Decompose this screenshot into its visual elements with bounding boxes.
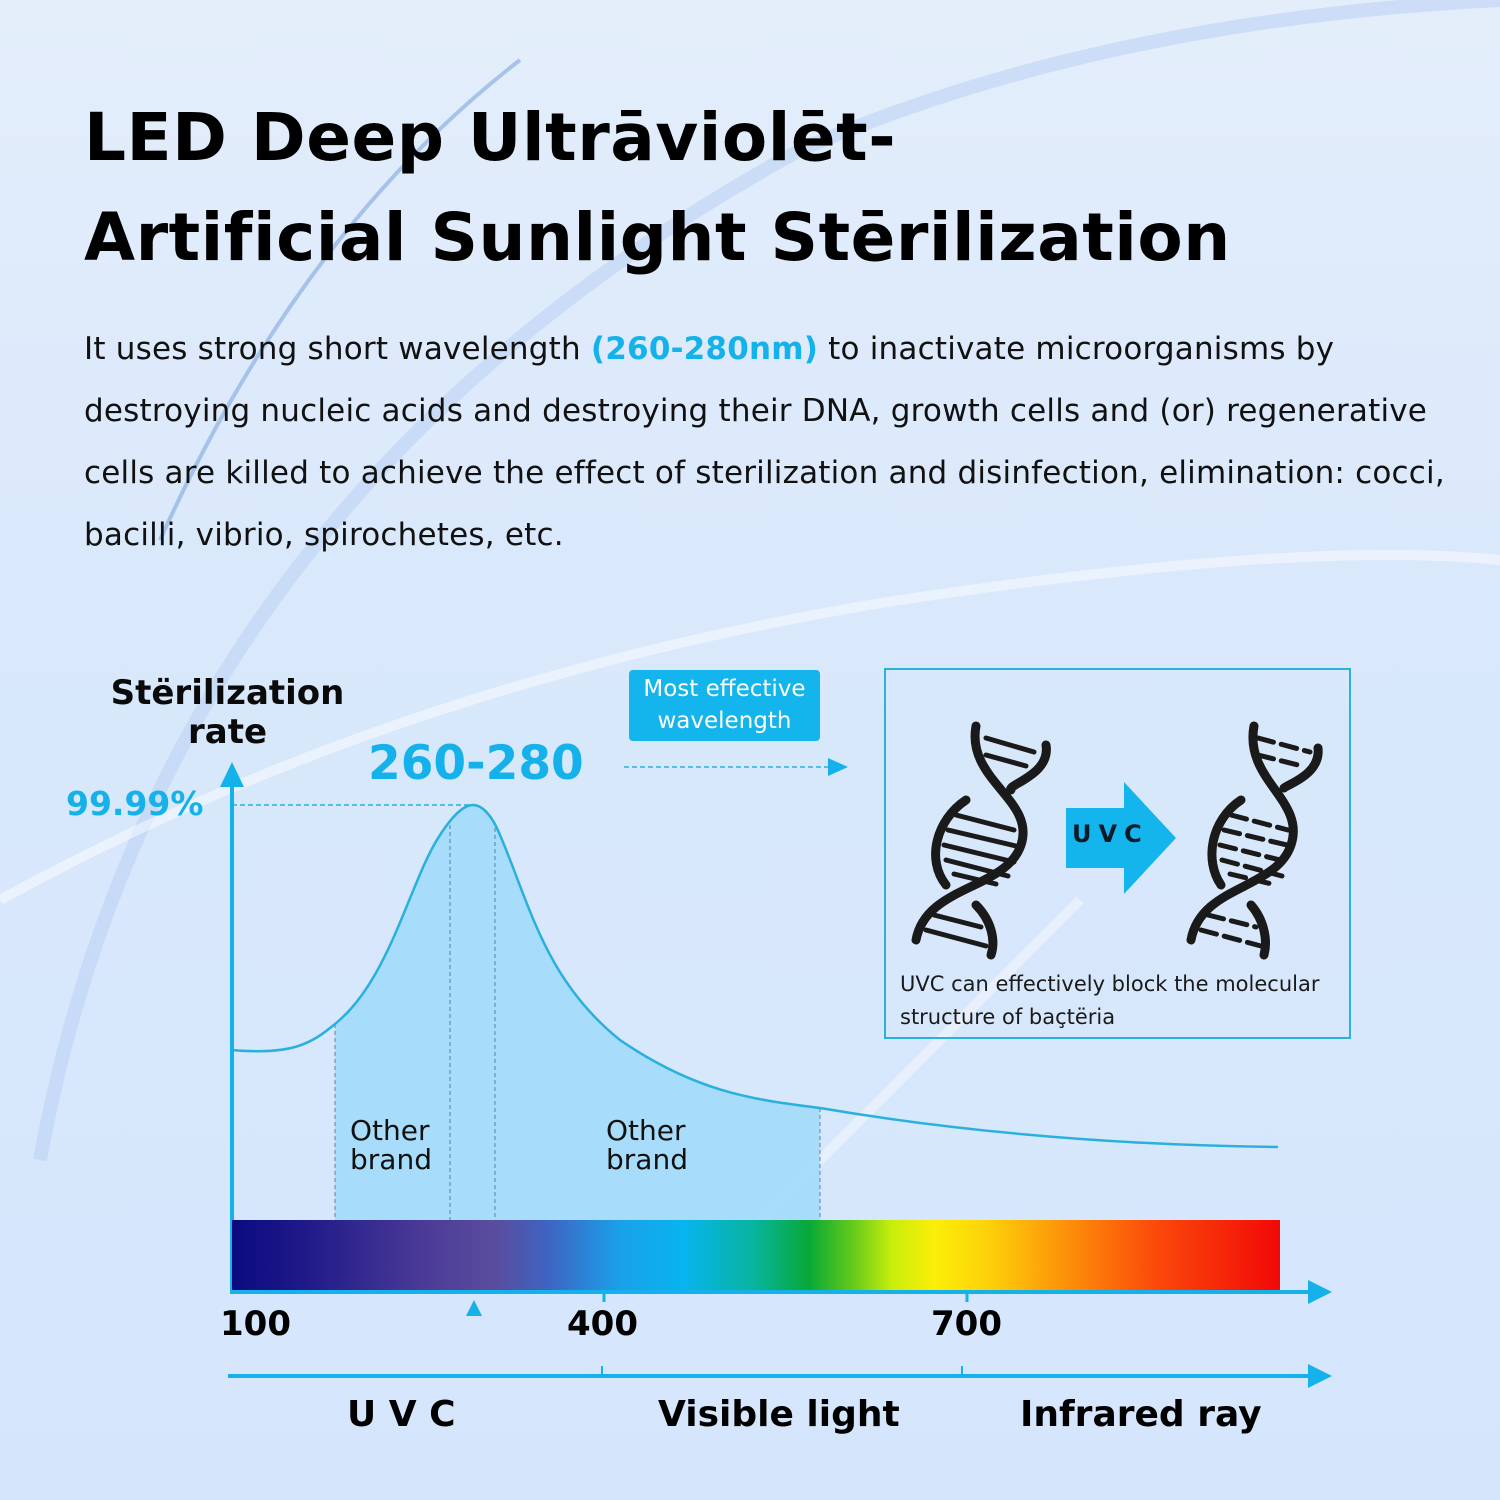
x-tick-700: 700 xyxy=(931,1304,1002,1344)
most-effective-callout: Most effective wavelength xyxy=(629,670,820,741)
callout-line-1: Most effective xyxy=(643,676,806,702)
band-infrared-label: Infrared ray xyxy=(1020,1394,1262,1435)
peak-marker-icon xyxy=(466,1300,482,1316)
y-max-label: 99.99% xyxy=(66,784,204,823)
dna-intact-icon xyxy=(911,721,1051,960)
intro-text-after: to inactivate microorganisms by destroyi… xyxy=(84,331,1445,553)
y-axis-title: Stërilization rate xyxy=(100,674,355,752)
callout-line-2: wavelength xyxy=(657,708,792,734)
dna-damaged-icon xyxy=(1186,721,1323,960)
x-tick-400: 400 xyxy=(567,1304,638,1344)
other-brand-right-label: Other brand xyxy=(606,1116,688,1174)
brand-left-line-1: Other xyxy=(350,1114,430,1147)
dna-caption: UVC can effectively block the molecular … xyxy=(900,968,1340,1034)
title-line-2: Artificial Sunlight Stērilization xyxy=(84,199,1231,276)
y-axis-title-line-2: rate xyxy=(187,712,268,752)
sterilization-curve xyxy=(231,803,1279,1149)
dna-caption-line-2: structure of baçtëria xyxy=(900,1005,1116,1029)
y-axis-title-line-1: Stërilization xyxy=(110,673,345,713)
band-uvc-label: U V C xyxy=(347,1394,456,1435)
brand-right-line-2: brand xyxy=(606,1143,688,1176)
title-line-1: LED Deep Ultrāviolēt- xyxy=(84,99,897,176)
uvc-arrow-icon xyxy=(1066,782,1176,894)
uvc-arrow-label: UVC xyxy=(1072,820,1149,848)
brand-right-line-1: Other xyxy=(606,1114,686,1147)
dna-caption-line-1: UVC can effectively block the molecular xyxy=(900,972,1320,996)
wavelength-highlight: (260-280nm) xyxy=(590,331,819,367)
brand-left-line-2: brand xyxy=(350,1143,432,1176)
x-tick-100: 100 xyxy=(220,1304,291,1344)
page-title: LED Deep Ultrāviolēt- Artificial Sunligh… xyxy=(84,88,1231,288)
other-brand-left-label: Other brand xyxy=(350,1116,432,1174)
intro-paragraph: It uses strong short wavelength (260-280… xyxy=(84,318,1454,566)
band-visible-label: Visible light xyxy=(658,1394,900,1435)
dna-panel: UVC UVC can effectively block the molecu… xyxy=(884,668,1351,1039)
curve-fill xyxy=(335,805,820,1220)
peak-wavelength-label: 260-280 xyxy=(368,736,584,791)
intro-text-before: It uses strong short wavelength xyxy=(84,331,591,367)
spectrum-bar xyxy=(232,1220,1280,1290)
dna-illustration xyxy=(911,721,1323,960)
